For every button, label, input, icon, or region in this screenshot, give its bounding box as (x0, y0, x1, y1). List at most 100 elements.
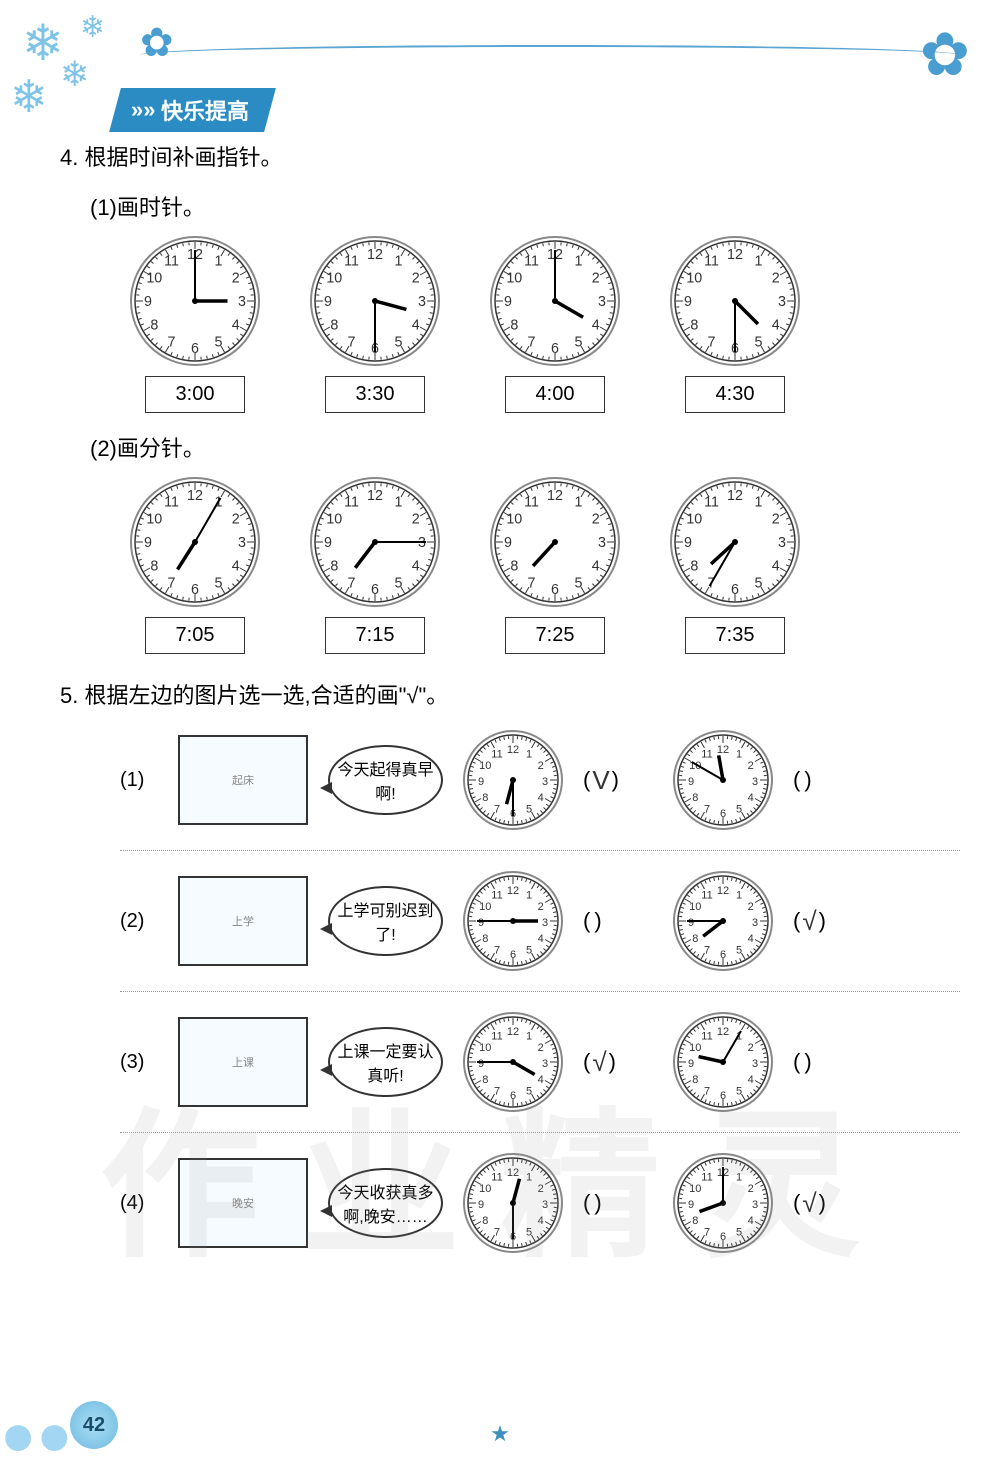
svg-text:7: 7 (168, 335, 176, 351)
svg-text:3: 3 (778, 535, 786, 551)
svg-text:9: 9 (684, 294, 692, 310)
svg-text:12: 12 (717, 744, 729, 756)
svg-text:12: 12 (187, 488, 203, 504)
svg-text:11: 11 (701, 1171, 712, 1183)
svg-text:4: 4 (412, 559, 420, 575)
svg-text:11: 11 (164, 494, 179, 510)
clock-col: 123456789101112 4:30 (670, 236, 800, 413)
svg-text:4: 4 (538, 1215, 544, 1227)
svg-text:11: 11 (704, 494, 719, 510)
svg-text:7: 7 (704, 1227, 710, 1239)
q5-title: 5. 根据左边的图片选一选,合适的画"√"。 (60, 678, 960, 710)
time-label: 4:00 (505, 376, 606, 413)
svg-text:3: 3 (238, 294, 246, 310)
time-label: 3:30 (325, 376, 426, 413)
svg-text:11: 11 (524, 494, 539, 510)
svg-text:2: 2 (232, 512, 240, 528)
svg-text:4: 4 (232, 559, 240, 575)
svg-text:1: 1 (575, 253, 583, 269)
svg-text:9: 9 (688, 776, 694, 788)
svg-text:2: 2 (538, 901, 544, 913)
clock-face: 123456789101112 (490, 477, 620, 607)
svg-text:5: 5 (395, 335, 403, 351)
svg-text:4: 4 (232, 318, 240, 334)
svg-text:2: 2 (748, 901, 754, 913)
svg-text:3: 3 (418, 294, 426, 310)
svg-text:12: 12 (507, 744, 519, 756)
svg-text:9: 9 (688, 1058, 694, 1070)
svg-text:6: 6 (510, 949, 516, 961)
svg-text:8: 8 (482, 933, 488, 945)
svg-text:10: 10 (326, 512, 342, 528)
svg-text:11: 11 (701, 889, 712, 901)
option-clock-a: 123456789101112 (463, 871, 563, 971)
svg-text:8: 8 (330, 559, 338, 575)
svg-text:12: 12 (507, 885, 519, 897)
svg-text:5: 5 (526, 804, 532, 816)
q5-rows-container: (1) 起床 今天起得真早啊! 123456789101112 ( V ) 12… (60, 730, 960, 1273)
clock-face: 123456789101112 (130, 477, 260, 607)
svg-text:1: 1 (755, 253, 763, 269)
clock-col: 123456789101112 7:05 (130, 477, 260, 654)
clock-row-2: 123456789101112 7:05 123456789101112 7:1… (130, 477, 960, 654)
svg-text:8: 8 (482, 1215, 488, 1227)
svg-text:9: 9 (478, 776, 484, 788)
svg-text:11: 11 (344, 494, 359, 510)
svg-text:9: 9 (478, 1199, 484, 1211)
svg-text:5: 5 (736, 1086, 742, 1098)
svg-text:3: 3 (778, 294, 786, 310)
clock-col: 123456789101112 3:00 (130, 236, 260, 413)
svg-text:4: 4 (772, 559, 780, 575)
banner-arrows: »» (131, 97, 155, 123)
svg-text:4: 4 (748, 792, 754, 804)
answer-paren-a: ( ) (583, 908, 653, 934)
svg-text:2: 2 (748, 1183, 754, 1195)
svg-text:3: 3 (542, 1199, 548, 1211)
svg-text:6: 6 (510, 1090, 516, 1102)
svg-text:6: 6 (191, 582, 199, 598)
svg-text:11: 11 (704, 253, 719, 269)
answer-paren-b: ( ) (793, 1049, 863, 1075)
clock-col: 123456789101112 4:00 (490, 236, 620, 413)
svg-text:11: 11 (491, 748, 502, 760)
q5-num: (4) (120, 1192, 158, 1215)
svg-text:12: 12 (507, 1167, 519, 1179)
svg-text:4: 4 (748, 933, 754, 945)
answer-paren-b: ( √ ) (793, 1188, 863, 1219)
svg-text:8: 8 (510, 318, 518, 334)
svg-text:8: 8 (482, 792, 488, 804)
clock-row-1: 123456789101112 3:00 123456789101112 3:3… (130, 236, 960, 413)
svg-text:7: 7 (168, 576, 176, 592)
svg-text:2: 2 (592, 512, 600, 528)
svg-text:9: 9 (688, 917, 694, 929)
svg-text:6: 6 (371, 582, 379, 598)
q5-row: (3) 上课 上课一定要认真听! 123456789101112 ( √ ) 1… (120, 1012, 960, 1133)
svg-text:11: 11 (491, 1030, 502, 1042)
svg-text:4: 4 (592, 559, 600, 575)
svg-text:5: 5 (526, 1086, 532, 1098)
svg-text:11: 11 (491, 889, 502, 901)
svg-text:4: 4 (748, 1215, 754, 1227)
svg-text:11: 11 (701, 748, 712, 760)
svg-text:8: 8 (690, 318, 698, 334)
svg-text:6: 6 (731, 582, 739, 598)
answer-paren-a: ( ) (583, 1190, 653, 1216)
svg-text:1: 1 (526, 1030, 532, 1042)
speech-bubble: 今天起得真早啊! (328, 745, 443, 815)
svg-text:8: 8 (692, 1215, 698, 1227)
answer-paren-b: ( √ ) (793, 906, 863, 937)
speech-bubble: 上学可别迟到了! (328, 886, 443, 956)
svg-text:9: 9 (478, 1058, 484, 1070)
speech-bubble: 上课一定要认真听! (328, 1027, 443, 1097)
answer-paren-a: ( V ) (583, 765, 653, 796)
svg-text:3: 3 (542, 776, 548, 788)
check-mark: √ (802, 1188, 816, 1219)
time-label: 7:35 (685, 617, 786, 654)
svg-text:4: 4 (412, 318, 420, 334)
svg-text:2: 2 (538, 1042, 544, 1054)
time-label: 7:25 (505, 617, 606, 654)
svg-text:2: 2 (538, 1183, 544, 1195)
svg-text:8: 8 (150, 318, 158, 334)
svg-text:7: 7 (704, 804, 710, 816)
svg-text:1: 1 (395, 494, 403, 510)
